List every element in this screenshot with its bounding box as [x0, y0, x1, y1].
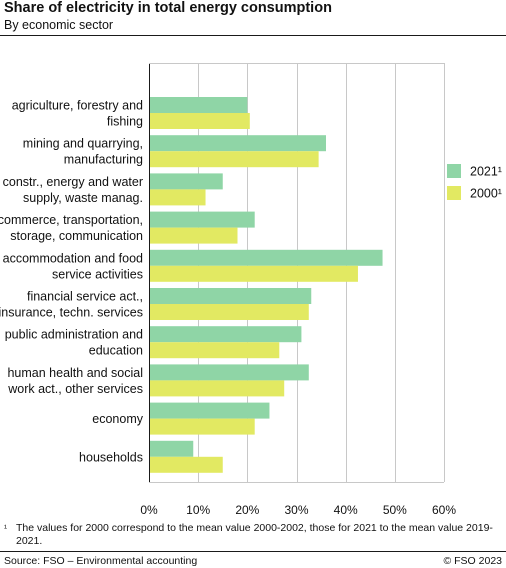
bar-series2 [150, 227, 238, 244]
bar-series2 [150, 113, 250, 129]
footnote-text: The values for 2000 correspond to the me… [16, 522, 493, 547]
category-label: commerce, transportation, [0, 213, 143, 227]
bar-series1 [150, 364, 309, 381]
bar-series1 [150, 249, 383, 266]
x-tick-label: 30% [284, 503, 308, 517]
category-label: storage, communication [10, 229, 143, 243]
bar-series2 [150, 151, 319, 168]
chart-title: Share of electricity in total energy con… [4, 0, 332, 16]
legend-swatch [447, 186, 461, 200]
category-label: work act., other services [7, 382, 143, 396]
category-labels: agriculture, forestry and fishing mining a… [0, 99, 144, 465]
bar-series2 [150, 189, 206, 206]
legend-label: 2021¹ [470, 165, 502, 179]
category-label: economy [92, 412, 143, 426]
category-label: manufacturing [64, 153, 143, 167]
bar-series2 [150, 380, 285, 397]
bar-series2 [150, 342, 280, 359]
category-label: supply, waste manag. [23, 191, 143, 205]
category-label: financial service act., [27, 290, 143, 304]
category-label: fishing [107, 115, 143, 129]
bar-series1 [150, 173, 223, 190]
bottom-divider [0, 551, 506, 552]
x-tick-label: 0% [140, 503, 158, 517]
x-tick-label: 20% [235, 503, 259, 517]
category-label: public administration and [5, 328, 143, 342]
x-tick-label: 40% [334, 503, 358, 517]
legend: 2021¹ 2000¹ [447, 164, 502, 201]
bars [150, 97, 383, 473]
bar-series2 [150, 304, 309, 320]
bar-series1 [150, 211, 255, 228]
footnote: ¹ The values for 2000 correspond to the … [4, 522, 506, 548]
bar-series1 [150, 135, 326, 152]
bar-series1 [150, 402, 270, 419]
bar-chart: agriculture, forestry and fishing mining a… [0, 63, 502, 517]
bar-series2 [150, 418, 255, 435]
legend-label: 2000¹ [470, 187, 502, 201]
category-label: constr., energy and water [3, 175, 143, 189]
footnote-mark: ¹ [4, 523, 7, 533]
x-tick-label: 50% [383, 503, 407, 517]
chart-subtitle: By economic sector [4, 18, 114, 32]
copyright-note: © FSO 2023 [443, 555, 502, 567]
bar-series2 [150, 456, 223, 473]
legend-swatch [447, 164, 461, 178]
x-tick-label: 10% [186, 503, 210, 517]
x-tick-label: 60% [432, 503, 456, 517]
category-label: households [79, 450, 143, 464]
bar-series1 [150, 440, 194, 457]
category-label: accommodation and food [3, 251, 143, 265]
category-label: human health and social [7, 366, 143, 380]
bar-series1 [150, 326, 302, 343]
x-tick-labels: 0% 10% 20% 30% 40% 50% 60% [140, 503, 456, 517]
category-label: service activities [52, 267, 143, 281]
bar-series2 [150, 265, 358, 282]
category-label: agriculture, forestry and [12, 99, 143, 113]
source-note: Source: FSO – Environmental accounting [4, 555, 198, 567]
category-label: mining and quarrying, [23, 137, 143, 151]
bar-series1 [150, 97, 248, 113]
bar-series1 [150, 288, 312, 304]
category-label: education [89, 344, 143, 358]
top-divider [0, 35, 506, 36]
category-label: insurance, techn. services [0, 306, 143, 320]
